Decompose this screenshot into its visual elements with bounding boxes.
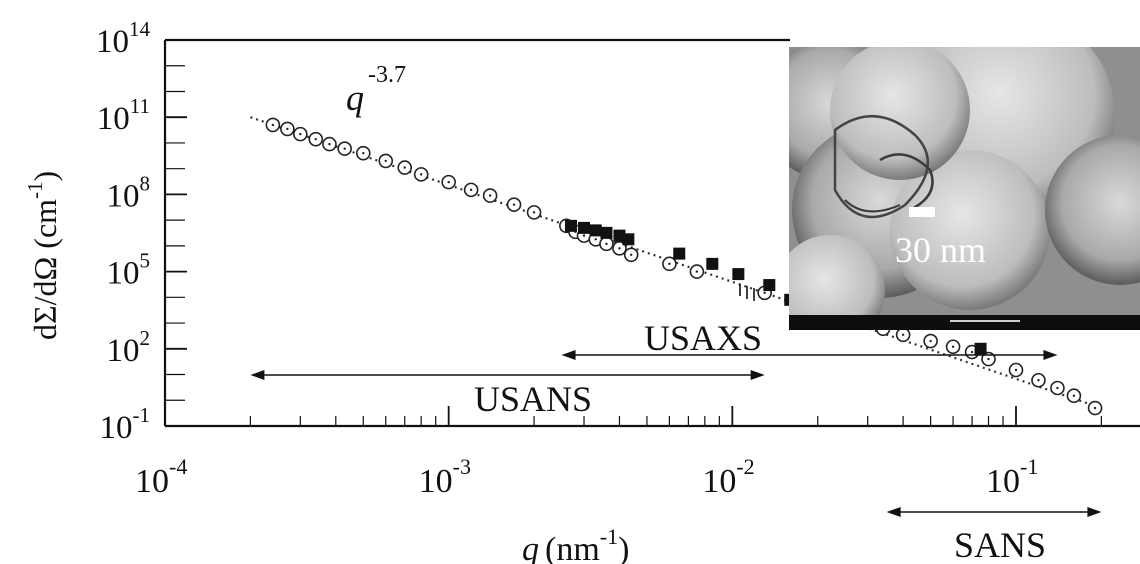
- y-minor-ticks: [165, 65, 185, 427]
- x-tick-label: 10-4: [135, 454, 187, 500]
- data-point-center: [419, 173, 423, 176]
- x-minor-ticks: [249, 416, 1102, 426]
- data-point-center: [763, 291, 766, 295]
- inset-scale-text: 30 nm: [895, 230, 986, 270]
- range-arrow-left: [886, 507, 901, 517]
- data-point-center: [328, 142, 331, 146]
- data-point-center: [970, 350, 974, 354]
- data-point-center: [532, 211, 536, 214]
- data-point-center: [403, 166, 406, 169]
- range-arrow-left: [561, 350, 576, 360]
- data-point-center: [618, 247, 621, 250]
- data-point-filled: [589, 224, 602, 237]
- data-point-center: [299, 132, 302, 136]
- data-point-center: [286, 127, 289, 131]
- range-arrow-right: [1087, 507, 1102, 517]
- data-point-center: [447, 180, 450, 184]
- data-point-center: [512, 203, 516, 206]
- y-tick-label: 1014: [96, 17, 151, 60]
- data-point-center: [469, 188, 473, 192]
- data-point-center: [384, 159, 387, 163]
- fit-label: q: [346, 78, 364, 118]
- data-point-center: [668, 262, 671, 266]
- data-point-center: [1093, 406, 1097, 410]
- data-point-filled: [673, 247, 686, 260]
- data-point-center: [488, 194, 492, 197]
- data-point-center: [951, 345, 955, 348]
- fit-exponent: -3.7: [368, 62, 406, 88]
- data-point-filled: [622, 233, 635, 246]
- data-point-filled: [578, 221, 591, 234]
- data-point-filled: [706, 257, 719, 270]
- x-tick-label: 10-2: [702, 454, 754, 500]
- axes-frame: [163, 38, 1140, 428]
- x-tick-label: 10-3: [419, 454, 471, 500]
- data-point-filled: [974, 342, 987, 355]
- range-indicators: USANS USAXS SANS: [250, 318, 1102, 564]
- x-tick-label: 10-1: [986, 454, 1038, 500]
- data-point-center: [1037, 379, 1040, 382]
- data-point-filled: [732, 268, 745, 281]
- data-point-center: [582, 234, 586, 237]
- data-point-filled: [565, 219, 578, 232]
- range-arrow-left: [250, 370, 265, 380]
- data-point-center: [343, 147, 346, 150]
- x-axis-label: q (nm-1): [522, 524, 629, 564]
- data-point-center: [594, 238, 597, 241]
- y-axis-label: dΣ/dΩ (cm-1): [23, 171, 63, 340]
- data-point-center: [1014, 368, 1018, 372]
- data-point-filled: [763, 279, 776, 292]
- y-tick-labels: 10-1 102 105 108 1011 1014: [96, 17, 187, 446]
- data-point-center: [629, 253, 633, 256]
- y-tick-label: 102: [107, 326, 151, 369]
- range-arrow-right: [1043, 350, 1058, 360]
- inset-scale-bar: [909, 207, 935, 217]
- x-tick-labels: 10-4 10-3 10-2 10-1: [135, 406, 1038, 500]
- data-point-center: [987, 357, 990, 361]
- range-arrow-right: [750, 370, 765, 380]
- y-tick-label: 1011: [97, 94, 150, 137]
- data-point-filled: [600, 226, 613, 239]
- range-label-usans: USANS: [474, 379, 592, 419]
- data-point-center: [314, 137, 317, 141]
- data-point-center: [901, 333, 905, 336]
- y-tick-label: 10-1: [100, 403, 151, 446]
- range-label-usaxs: USAXS: [644, 318, 762, 358]
- y-tick-label: 108: [107, 171, 151, 214]
- data-point-center: [929, 339, 932, 343]
- data-point-center: [1072, 394, 1076, 397]
- y-tick-label: 105: [107, 249, 151, 292]
- data-point-center: [605, 242, 608, 246]
- data-point-center: [362, 151, 365, 155]
- data-point-center: [695, 270, 699, 273]
- error-bars: [739, 284, 755, 301]
- range-label-sans: SANS: [954, 525, 1046, 564]
- sem-inset: 30 nm: [789, 47, 1140, 330]
- data-point-center: [1056, 386, 1059, 390]
- data-point-center: [271, 123, 275, 127]
